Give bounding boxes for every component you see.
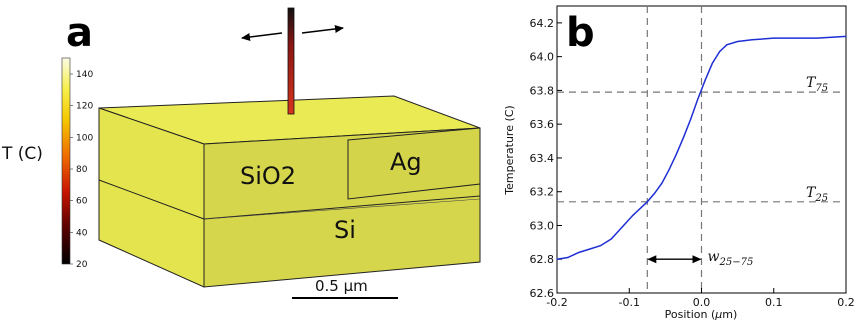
series-point — [682, 137, 685, 139]
t25-label-main: T — [806, 185, 817, 201]
reference-lines — [557, 6, 846, 293]
x-tick-label: -0.1 — [619, 296, 640, 309]
panel-b: b -0.2 -0.1 0.0 0.1 0.2 62.6 62.8 63.0 63.2 63.4… — [503, 5, 855, 321]
t75-label-main: T — [806, 75, 817, 91]
x-axis-label-unit: m) — [722, 308, 737, 321]
y-tick-label: 64.2 — [530, 17, 555, 30]
x-tick-label: 0.2 — [837, 296, 855, 309]
colorbar-tick-label: 100 — [76, 133, 93, 143]
y-tick-label: 62.8 — [530, 253, 555, 266]
series-point — [578, 251, 580, 254]
series-point — [845, 35, 847, 37]
series-point — [567, 256, 569, 259]
series-point — [646, 201, 648, 203]
scalebar-label: 0.5 µm — [315, 277, 368, 295]
colorbar-tick-label: 20 — [76, 260, 88, 270]
y-axis-label: Temperature (C) — [503, 105, 516, 195]
series-point — [661, 182, 663, 184]
colorbar-gradient — [61, 57, 71, 265]
series-point — [621, 226, 623, 228]
series-point — [794, 37, 797, 39]
panel-b-letter: b — [566, 10, 595, 56]
colorbar-tick-label: 80 — [76, 165, 88, 175]
label-si: Si — [334, 216, 356, 244]
width-label-main: w — [708, 249, 720, 265]
y-tick-label: 64.0 — [530, 51, 555, 64]
series-point — [711, 62, 713, 64]
layer-line-front — [203, 195, 481, 220]
y-axis-ticks: 62.6 62.8 63.0 63.2 63.4 63.6 63.8 64.0 64.2 — [530, 17, 562, 300]
probe-arrow-left — [241, 32, 283, 41]
series-point — [639, 207, 641, 210]
colorbar-tick-label: 60 — [76, 197, 88, 207]
series-point — [718, 50, 721, 53]
label-sio2: SiO2 — [240, 162, 296, 190]
width-label-sub: 25−75 — [718, 257, 753, 268]
y-tick-label: 63.0 — [530, 219, 555, 232]
colorbar-tick-label: 120 — [76, 102, 93, 112]
x-axis-ticks: -0.2 -0.1 0.0 0.1 0.2 — [546, 288, 855, 309]
y-tick-label: 63.4 — [530, 152, 555, 165]
series-point — [588, 248, 591, 250]
series-point — [690, 118, 692, 120]
x-tick-label: 0.1 — [765, 296, 783, 309]
y-tick-label: 63.2 — [530, 186, 555, 199]
t25-label: T25 — [806, 185, 828, 204]
y-tick-label: 62.6 — [530, 287, 555, 300]
series-point — [610, 238, 612, 240]
x-tick-label: -0.2 — [546, 296, 567, 309]
x-tick-label: 0.0 — [693, 296, 711, 309]
x-axis-label-mu: μ — [714, 308, 722, 321]
colorbar-title: T (C) — [1, 144, 43, 164]
series-point — [697, 98, 699, 100]
series-point — [653, 192, 656, 194]
layer-line-side — [98, 179, 205, 220]
chart: -0.2 -0.1 0.0 0.1 0.2 62.6 62.8 63.0 63.2 63.4 63… — [503, 5, 855, 321]
colorbar-tick-label: 140 — [76, 70, 93, 80]
panel-a: a T (C) 140 120 100 80 60 40 20 SiO2 Ag Si 0.5… — [1, 7, 481, 299]
colorbar-tick-label: 40 — [76, 228, 88, 238]
series-point — [599, 245, 601, 247]
series-point — [751, 39, 753, 41]
t75-label-sub: 75 — [815, 83, 828, 94]
y-tick-label: 63.8 — [530, 84, 555, 97]
ag-region — [347, 127, 481, 200]
width-label: w25−75 — [708, 249, 754, 268]
probe-tip — [287, 7, 295, 115]
colorbar-ticks: 140 120 100 80 60 40 20 — [70, 70, 93, 270]
t75-label: T75 — [806, 75, 828, 94]
series-point — [816, 37, 818, 39]
probe-arrow-right — [301, 24, 344, 34]
panel-a-letter: a — [66, 10, 93, 56]
series-points — [556, 35, 847, 260]
series-point — [668, 169, 670, 171]
series-point — [737, 40, 739, 43]
x-axis-label-main: Position ( — [665, 308, 716, 321]
x-axis-label: Position (μm) — [665, 308, 738, 321]
series-point — [726, 44, 728, 46]
t25-label-sub: 25 — [814, 193, 828, 204]
colorbar: T (C) 140 120 100 80 60 40 20 — [1, 57, 93, 270]
layer-line-front-2 — [203, 198, 481, 220]
y-tick-label: 63.6 — [530, 118, 555, 131]
series-point — [556, 258, 558, 260]
series-point — [704, 79, 706, 81]
series-point — [675, 153, 677, 156]
label-ag: Ag — [390, 148, 422, 176]
series-point — [773, 37, 775, 39]
series-point — [632, 214, 634, 216]
